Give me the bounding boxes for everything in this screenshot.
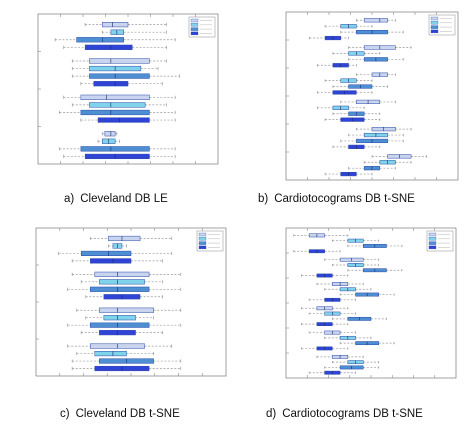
caption-b-letter: b): [258, 193, 269, 205]
chart-panel-b: [272, 8, 462, 190]
box-2-1: [94, 271, 150, 277]
caption-b-title: Cardiotocograms DB t-SNE: [274, 193, 415, 205]
legend-swatch-2: [198, 237, 207, 241]
box-4-3: [80, 146, 150, 152]
box-3-4: [97, 117, 150, 123]
legend-swatch-1: [428, 232, 437, 237]
box-1-4: [84, 44, 133, 50]
caption-a: a) Cleveland DB LE: [64, 193, 168, 205]
box-1-1: [363, 18, 388, 23]
chart-panel-d: [276, 224, 466, 392]
box-1-1: [102, 22, 129, 28]
legend-swatch-2: [428, 237, 437, 241]
box-1-3: [76, 37, 124, 43]
caption-a-letter: a): [64, 193, 75, 205]
chart-panel-c: [28, 222, 238, 390]
box-2-3: [89, 73, 150, 79]
box-2-3: [90, 286, 150, 292]
legend-swatch-4: [430, 29, 439, 34]
legend-swatch-3: [190, 27, 199, 31]
caption-d-title: Cardiotocograms DB t-SNE: [282, 408, 423, 420]
boxplot-chart-c: [35, 227, 227, 377]
box-3-2: [89, 102, 146, 108]
caption-c-letter: c): [60, 408, 70, 420]
caption-c-title: Cleveland DB t-SNE: [75, 408, 180, 420]
box-1-4: [90, 258, 132, 264]
box-3-3: [80, 109, 150, 116]
box-3-2: [103, 315, 136, 321]
box-2-4: [93, 81, 129, 87]
box-4-4: [84, 153, 150, 160]
box-3-1: [99, 307, 154, 313]
legend-swatch-2: [190, 23, 199, 27]
legend-swatch-2: [430, 21, 439, 25]
boxplot-chart-a: [37, 13, 219, 165]
legend-swatch-1: [430, 16, 439, 21]
legend-swatch-1: [190, 18, 199, 23]
chart-panel-a: [30, 8, 230, 178]
box-2-2: [99, 279, 145, 285]
box-1-2: [110, 29, 124, 35]
boxplot-chart-d: [285, 227, 457, 379]
box-3-3: [90, 322, 150, 328]
caption-b: b) Cardiotocograms DB t-SNE: [258, 193, 415, 205]
caption-d-letter: d): [266, 408, 277, 420]
box-1-1: [108, 235, 141, 242]
plot-frame: [37, 13, 219, 165]
box-3-1: [80, 94, 150, 100]
legend-swatch-3: [198, 241, 207, 245]
caption-a-title: Cleveland DB LE: [80, 193, 168, 205]
box-2-1: [89, 58, 150, 64]
box-4-2: [94, 351, 127, 357]
box-1-3: [80, 250, 132, 256]
plot-frame: [285, 11, 459, 181]
caption-c: c) Cleveland DB t-SNE: [60, 408, 180, 420]
boxplot-chart-b: [285, 11, 459, 181]
legend-swatch-3: [430, 25, 439, 29]
legend-swatch-4: [428, 245, 437, 250]
box-4-1: [104, 131, 116, 137]
legend-swatch-4: [198, 245, 207, 250]
caption-d: d) Cardiotocograms DB t-SNE: [266, 408, 423, 420]
box-4-2: [102, 138, 116, 144]
legend-swatch-3: [428, 241, 437, 245]
legend-swatch-1: [198, 232, 207, 237]
legend-swatch-4: [190, 31, 199, 36]
